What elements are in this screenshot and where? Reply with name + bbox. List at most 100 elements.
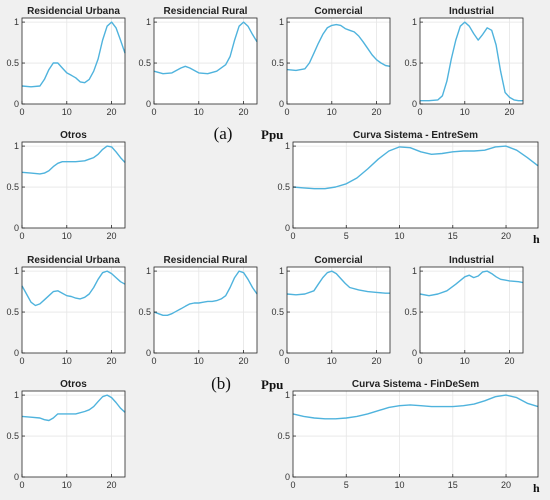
subplot-title: Residencial Urbana — [27, 6, 120, 17]
x-tick-label: 20 — [372, 107, 382, 117]
x-tick-label: 0 — [284, 356, 289, 366]
y-tick-label: 0 — [14, 99, 19, 109]
x-tick-label: 10 — [194, 107, 204, 117]
subplot: 0 10 20 0 0.5 1 Residencial Urbana — [6, 6, 126, 117]
plot-area — [22, 391, 125, 477]
subplot-title: Otros — [60, 130, 87, 141]
subplot-title: Industrial — [449, 255, 494, 266]
subplot: 0 10 20 0 0.5 1 Otros — [6, 130, 126, 241]
x-tick-label: 15 — [448, 480, 458, 490]
axes-frame — [21, 390, 126, 478]
x-tick-label: 0 — [19, 231, 24, 241]
x-tick-label: 20 — [107, 107, 117, 117]
y-tick-label: 0 — [285, 472, 290, 482]
y-tick-label: 0 — [14, 472, 19, 482]
axes-frame — [419, 266, 524, 354]
x-tick-label: 15 — [448, 231, 458, 241]
subplot-title: Curva Sistema - FinDeSem — [352, 379, 479, 390]
axes-frame — [286, 266, 391, 354]
y-tick-label: 0.5 — [404, 307, 417, 317]
subplot-title: Residencial Rural — [164, 6, 248, 17]
x-tick-label: 10 — [395, 480, 405, 490]
axes-frame — [21, 141, 126, 229]
series-line — [286, 23, 391, 72]
subplot: 0 10 20 0 0.5 1 Industrial — [404, 6, 524, 117]
x-tick-label: 0 — [19, 356, 24, 366]
y-tick-label: 0 — [279, 99, 284, 109]
x-tick-label: 0 — [284, 107, 289, 117]
y-tick-label: 0 — [14, 348, 19, 358]
subplot-title: Otros — [60, 379, 87, 390]
y-tick-label: 1 — [285, 390, 290, 400]
plot-area — [420, 267, 523, 353]
y-tick-label: 1 — [14, 390, 19, 400]
x-tick-label: 0 — [417, 356, 422, 366]
x-tick-label: 10 — [327, 356, 337, 366]
axes-frame — [292, 141, 539, 229]
x-tick-label: 20 — [505, 107, 515, 117]
y-tick-label: 0.5 — [271, 307, 284, 317]
y-tick-label: 0.5 — [6, 58, 19, 68]
x-tick-label: 20 — [505, 356, 515, 366]
axes-frame — [153, 266, 258, 354]
plot-area — [293, 391, 538, 477]
subplot: 0 10 20 0 0.5 1 Industrial — [404, 255, 524, 366]
y-tick-label: 0.5 — [277, 182, 290, 192]
subplot-title: Industrial — [449, 6, 494, 17]
series-line — [21, 21, 126, 88]
y-tick-label: 1 — [14, 17, 19, 27]
y-tick-label: 1 — [279, 266, 284, 276]
y-tick-label: 0.5 — [138, 307, 151, 317]
x-axis-label-bottom: h — [533, 481, 540, 495]
y-tick-label: 0 — [285, 223, 290, 233]
series-line — [286, 270, 390, 296]
y-tick-label: 0 — [412, 348, 417, 358]
series-line — [292, 394, 539, 420]
y-tick-label: 0 — [146, 99, 151, 109]
y-tick-label: 0.5 — [6, 182, 19, 192]
x-tick-label: 0 — [151, 356, 156, 366]
panel-label-b: (b) — [211, 374, 231, 393]
subplot: 0 10 20 0 0.5 1 Residencial Rural — [138, 6, 258, 117]
x-tick-label: 5 — [344, 231, 349, 241]
x-tick-label: 0 — [290, 480, 295, 490]
x-tick-label: 0 — [290, 231, 295, 241]
x-tick-label: 10 — [62, 107, 72, 117]
x-tick-label: 10 — [62, 231, 72, 241]
plot-area — [22, 142, 125, 228]
subplot: 0 10 20 0 0.5 1 Residencial Urbana — [6, 255, 126, 366]
x-tick-label: 10 — [395, 231, 405, 241]
y-tick-label: 0.5 — [138, 58, 151, 68]
x-tick-label: 20 — [107, 480, 117, 490]
axes-frame — [419, 17, 524, 105]
y-tick-label: 0.5 — [6, 307, 19, 317]
y-tick-label: 1 — [412, 17, 417, 27]
y-tick-label: 1 — [279, 17, 284, 27]
plot-area — [420, 18, 523, 104]
x-tick-label: 10 — [194, 356, 204, 366]
y-tick-label: 0 — [14, 223, 19, 233]
x-tick-label: 0 — [19, 480, 24, 490]
x-tick-label: 20 — [239, 356, 249, 366]
y-tick-label: 0 — [279, 348, 284, 358]
series-line — [21, 270, 126, 307]
series-line — [420, 21, 523, 102]
y-tick-label: 1 — [146, 17, 151, 27]
x-tick-label: 10 — [62, 480, 72, 490]
subplot: 0 5 10 15 20 0 0.5 1 Curva Sistema - FinDeSem — [277, 379, 539, 490]
y-tick-label: 0.5 — [404, 58, 417, 68]
axes-frame — [286, 17, 391, 105]
subplot-title: Residencial Urbana — [27, 255, 120, 266]
series-line — [292, 145, 539, 190]
plot-area — [287, 18, 390, 104]
subplot-title: Curva Sistema - EntreSem — [353, 130, 478, 141]
x-tick-label: 0 — [19, 107, 24, 117]
axes-frame — [153, 17, 258, 105]
series-line — [153, 21, 258, 75]
plot-area — [287, 267, 390, 353]
y-tick-label: 1 — [146, 266, 151, 276]
y-tick-label: 1 — [14, 141, 19, 151]
plot-area — [22, 267, 125, 353]
y-tick-label: 1 — [285, 141, 290, 151]
